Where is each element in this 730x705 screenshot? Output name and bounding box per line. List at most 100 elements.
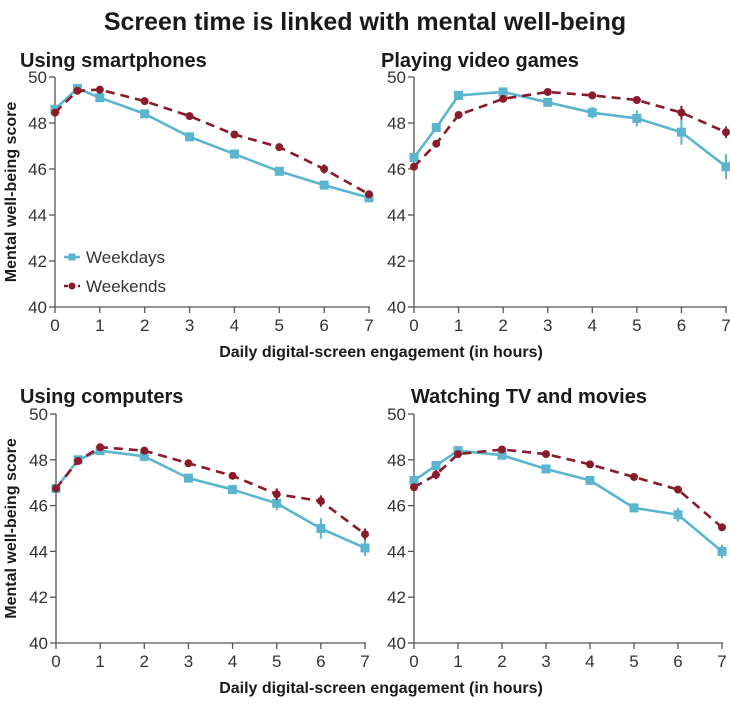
data-point [432, 139, 441, 148]
legend-label: Weekends [86, 277, 166, 296]
data-point [228, 471, 237, 480]
series-weekends [410, 87, 730, 171]
data-point [677, 108, 686, 117]
data-point [95, 93, 105, 103]
x-tick-label: 5 [632, 316, 641, 335]
data-point [542, 450, 550, 459]
data-point [274, 166, 284, 176]
x-tick-label: 5 [272, 652, 281, 671]
y-axis-label: Mental well-being score [3, 102, 20, 283]
panel-2: Playing video games 40 42 44 46 48 50 0 1 2 3 4 5 6 7 [381, 50, 730, 335]
data-point [140, 109, 150, 119]
data-point [585, 475, 595, 485]
x-axis-label: Daily digital-screen engagement (in hour… [219, 680, 543, 697]
y-tick-label: 50 [387, 405, 406, 424]
data-point [275, 143, 284, 152]
x-tick-label: 1 [454, 316, 463, 335]
data-point [319, 180, 329, 190]
x-tick-label: 3 [185, 316, 194, 335]
data-point [543, 97, 553, 107]
data-point [51, 108, 59, 117]
data-point [541, 464, 551, 474]
data-point [272, 490, 281, 499]
y-tick-label: 48 [29, 451, 48, 470]
y-tick-label: 42 [387, 588, 406, 607]
x-tick-label: 3 [184, 652, 193, 671]
data-point [361, 530, 369, 539]
series-weekends [52, 443, 369, 540]
x-tick-label: 3 [541, 652, 550, 671]
data-point [674, 485, 682, 494]
x-tick-label: 4 [585, 652, 594, 671]
data-point [140, 446, 149, 455]
data-point [409, 475, 419, 485]
y-tick-label: 40 [387, 298, 406, 317]
y-axis-label: Mental well-being score [3, 438, 20, 619]
series-line [54, 445, 366, 536]
data-point [432, 470, 440, 479]
series-weekdays [409, 446, 727, 559]
legend-marker [68, 253, 76, 261]
data-point [185, 112, 194, 121]
data-point [587, 108, 597, 118]
x-tick-label: 1 [95, 652, 104, 671]
data-point [498, 445, 506, 454]
data-point [52, 484, 60, 493]
data-point [630, 472, 638, 481]
data-point [183, 473, 193, 483]
data-point [629, 503, 639, 513]
series-weekends [410, 445, 726, 532]
data-point [497, 450, 507, 460]
x-axis-label: Daily digital-screen engagement (in hour… [219, 344, 543, 361]
y-tick-label: 46 [387, 497, 406, 516]
series-line [54, 88, 370, 196]
data-point [229, 149, 239, 159]
x-tick-label: 2 [497, 652, 506, 671]
data-point [676, 127, 686, 137]
data-point [721, 162, 730, 172]
panel-3: Using computers 40 42 44 46 48 50 0 1 2 3 4 5 6 7 Menta… [3, 386, 543, 697]
series-weekdays [50, 84, 374, 203]
data-point [586, 460, 594, 469]
x-tick-label: 5 [629, 652, 638, 671]
legend-item-weekends: Weekends [64, 277, 166, 296]
data-point [230, 130, 239, 139]
x-tick-label: 3 [543, 316, 552, 335]
series-line [413, 449, 723, 553]
data-point [365, 190, 373, 199]
data-point [95, 85, 104, 94]
x-tick-label: 2 [140, 316, 149, 335]
y-tick-label: 46 [29, 497, 48, 516]
y-tick-label: 42 [29, 588, 48, 607]
y-tick-label: 50 [387, 68, 406, 87]
x-tick-label: 0 [409, 652, 418, 671]
data-point [588, 91, 597, 100]
data-point [632, 96, 641, 104]
data-point [228, 485, 238, 495]
chart-title: Screen time is linked with mental well-b… [104, 8, 626, 36]
data-point [718, 523, 726, 532]
data-point [717, 546, 727, 556]
data-point [543, 87, 552, 96]
x-tick-label: 2 [140, 652, 149, 671]
y-tick-label: 44 [387, 206, 406, 225]
panel-1: Using smartphones 40 42 44 46 48 50 0 1 2 3 4 5 6 7 Men… [3, 50, 543, 361]
y-tick-label: 42 [387, 252, 406, 271]
x-tick-label: 6 [316, 652, 325, 671]
data-point [722, 128, 730, 137]
data-point [316, 497, 325, 506]
data-point [96, 443, 105, 452]
y-tick-label: 44 [387, 542, 406, 561]
data-point [499, 94, 508, 103]
x-tick-label: 6 [677, 316, 686, 335]
data-point [454, 450, 462, 459]
data-point [184, 459, 193, 468]
series-weekdays [409, 87, 730, 180]
x-tick-label: 2 [498, 316, 507, 335]
data-point [316, 524, 326, 533]
data-point [632, 113, 642, 123]
x-tick-label: 1 [453, 652, 462, 671]
legend: Weekdays Weekends [64, 248, 166, 296]
